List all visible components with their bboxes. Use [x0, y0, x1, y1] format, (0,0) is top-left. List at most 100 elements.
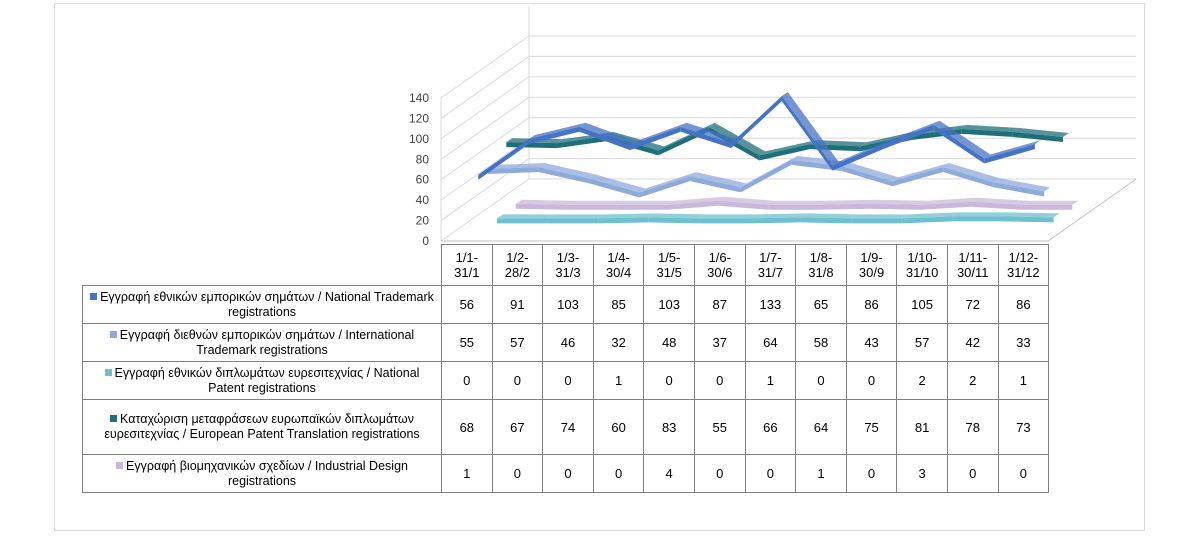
data-label: 0 [491, 454, 544, 493]
series-segment-top [598, 213, 655, 219]
series-segment [1021, 204, 1073, 210]
series-segment [869, 203, 921, 210]
table-row: Εγγραφή εθνικών εμπορικών σημάτων / Nati… [82, 285, 1050, 324]
series-segment-top [667, 196, 725, 205]
data-label: 0 [693, 361, 746, 400]
data-label: 57 [896, 323, 948, 362]
gridline-side [440, 96, 530, 160]
series-ribbon [487, 155, 1051, 198]
table-row: Εγγραφή βιομηχανικών σχεδίων / Industria… [82, 454, 1050, 493]
data-label: 48 [643, 323, 695, 362]
series-segment [759, 144, 810, 161]
series-ribbon [515, 196, 1079, 210]
data-label: 86 [845, 285, 898, 324]
series-segment-top [566, 200, 623, 205]
y-tick-label: 60 [416, 173, 430, 187]
series-segment-top [920, 197, 978, 205]
data-label: 103 [643, 285, 695, 324]
data-label: 0 [542, 361, 594, 400]
series-segment [648, 217, 700, 224]
series-legend-label: Εγγραφή εθνικών εμπορικών σημάτων / Nati… [82, 285, 442, 324]
gridline-side [440, 178, 530, 242]
series-segment [598, 217, 649, 224]
series-segment [933, 124, 985, 164]
series-segment-top [1003, 212, 1060, 218]
series-segment [556, 136, 608, 149]
series-segment-top [869, 199, 927, 205]
series-segment-top [487, 162, 545, 170]
data-label: 64 [744, 323, 797, 362]
series-segment [579, 126, 631, 151]
data-label: 0 [946, 454, 999, 493]
data-label: 86 [997, 285, 1050, 324]
series-segment-top [860, 130, 918, 147]
data-label: 58 [795, 323, 847, 362]
gridline-side [440, 35, 530, 99]
data-label: 72 [946, 285, 999, 324]
data-label: 103 [542, 285, 594, 324]
gridline-side [440, 56, 530, 119]
category-label: 1/6- 30/6 [693, 244, 746, 286]
data-label: 0 [997, 454, 1050, 493]
y-axis: 0 20 40 60 80 100 120 140 [409, 91, 429, 248]
series-legend-label: Εγγραφή διεθνών εμπορικών σημάτων / Inte… [82, 323, 442, 362]
table-row: Εγγραφή εθνικών διπλωμάτων ευρεσιτεχνίας… [82, 361, 1050, 400]
series-segment [639, 176, 691, 198]
series-segment [690, 176, 741, 193]
data-label: 75 [845, 399, 898, 455]
data-label: 0 [744, 454, 797, 493]
data-label: 55 [693, 399, 746, 455]
table-corner [82, 244, 442, 286]
series-segment-top [538, 162, 595, 179]
category-label: 1/11- 30/11 [946, 244, 999, 286]
y-tick-label: 40 [416, 193, 430, 207]
category-label: 1/8- 31/8 [795, 244, 847, 286]
series-segment [478, 139, 529, 180]
category-label: 1/7- 31/7 [744, 244, 797, 286]
data-label: 57 [491, 323, 544, 362]
series-segment-top [759, 140, 816, 156]
series-segment-top [1021, 200, 1079, 205]
data-label: 0 [542, 454, 594, 493]
gridline-side [440, 137, 530, 201]
series-segment [1003, 216, 1054, 223]
data-label: 133 [744, 285, 797, 324]
data-label: 2 [946, 361, 999, 400]
series-segment-top [740, 155, 798, 188]
series-segment-top [781, 92, 839, 166]
chart-series [478, 92, 1079, 224]
series-segment-top [616, 200, 674, 205]
data-label: 4 [643, 454, 695, 493]
series-segment [731, 96, 782, 149]
chart-data-table: 1/1- 31/1 1/2- 28/2 1/3- 31/3 1/4- 30/4 1/5- 31/5… [82, 244, 1050, 493]
legend-key [104, 368, 112, 376]
series-segment [841, 165, 893, 187]
data-label: 1 [441, 454, 493, 493]
data-label: 0 [643, 361, 695, 400]
data-label: 87 [693, 285, 746, 324]
gridline-side [440, 76, 530, 140]
series-segment-top [639, 172, 697, 193]
data-label: 42 [946, 323, 999, 362]
series-segment [892, 166, 944, 187]
series-segment [547, 218, 599, 224]
category-label: 1/12- 31/12 [997, 244, 1050, 286]
series-segment-top [832, 140, 890, 166]
series-segment-top [515, 199, 573, 205]
data-label: 81 [896, 399, 948, 455]
series-segment [791, 159, 842, 171]
legend-key [116, 461, 124, 469]
series-segment-top [892, 162, 950, 182]
series-segment-top [971, 197, 1028, 205]
category-label: 1/5- 31/5 [643, 244, 695, 286]
category-label: 1/4- 30/4 [592, 244, 645, 286]
series-segment [718, 200, 769, 210]
data-label: 46 [542, 323, 594, 362]
data-label: 1 [795, 454, 847, 493]
series-segment [883, 124, 934, 150]
data-label: 43 [845, 323, 898, 362]
series-segment [699, 218, 750, 224]
data-label: 0 [693, 454, 746, 493]
series-segment-top [690, 172, 747, 188]
series-segment-top [800, 213, 858, 219]
